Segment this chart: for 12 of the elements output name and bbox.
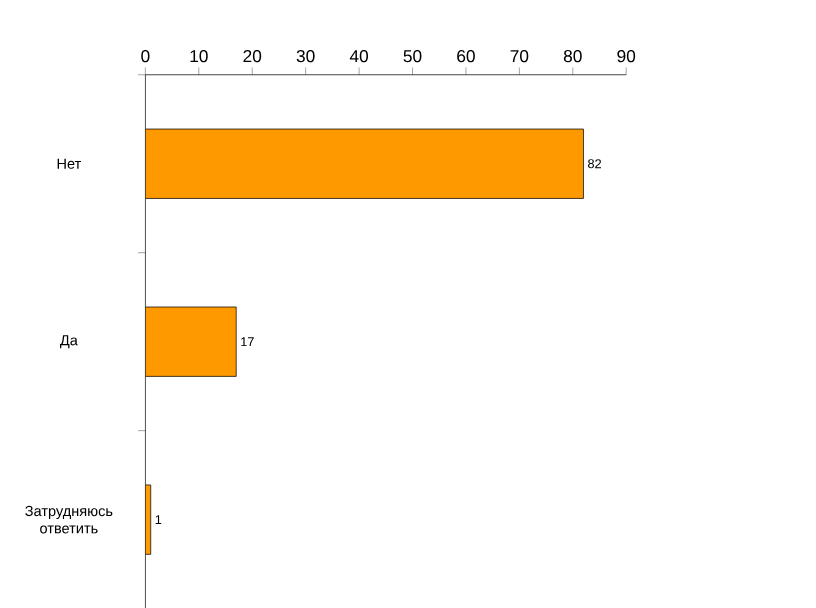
bar bbox=[145, 306, 237, 377]
x-tick-label: 40 bbox=[349, 49, 369, 62]
x-tick-label: 70 bbox=[510, 49, 529, 62]
x-tick-label: 50 bbox=[403, 49, 422, 62]
x-tick-label: 60 bbox=[457, 49, 475, 62]
x-tick-label: 10 bbox=[190, 49, 208, 62]
x-tick-label: 0 bbox=[141, 49, 150, 62]
bar bbox=[145, 128, 584, 199]
x-tick-label: 90 bbox=[617, 49, 636, 62]
x-tick-label: 80 bbox=[563, 49, 582, 62]
x-tick-label: 20 bbox=[243, 49, 262, 62]
x-tick-label: 30 bbox=[296, 49, 315, 62]
